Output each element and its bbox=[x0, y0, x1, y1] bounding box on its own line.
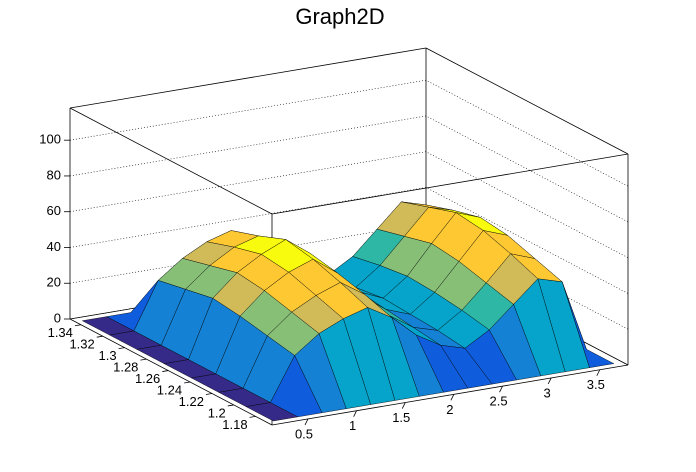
y-tick bbox=[205, 393, 213, 395]
x-tick bbox=[304, 418, 309, 426]
z-tick-label: 100 bbox=[39, 132, 61, 147]
y-tick bbox=[96, 335, 103, 338]
z-tick-label: 0 bbox=[54, 310, 61, 325]
box-edge bbox=[69, 107, 273, 215]
y-tick-label: 1.28 bbox=[113, 360, 138, 375]
box-edge bbox=[69, 47, 427, 109]
y-tick-label: 1.34 bbox=[48, 325, 73, 340]
y-tick bbox=[227, 404, 234, 407]
x-tick-label: 1 bbox=[349, 418, 356, 433]
grid-line bbox=[69, 79, 629, 187]
y-tick bbox=[184, 381, 191, 384]
box-edge bbox=[69, 318, 273, 426]
x-tick-label: 2.5 bbox=[489, 394, 507, 409]
y-tick-label: 1.18 bbox=[222, 417, 247, 432]
surface-cell bbox=[245, 402, 299, 422]
z-tick-label: 80 bbox=[47, 167, 61, 182]
box-edge bbox=[271, 153, 629, 215]
y-tick bbox=[249, 416, 256, 418]
x-tick bbox=[353, 410, 357, 417]
box-edge bbox=[271, 364, 629, 426]
y-tick-label: 1.26 bbox=[135, 371, 160, 386]
y-tick-label: 1.3 bbox=[99, 348, 117, 363]
y-tick-label: 1.24 bbox=[157, 382, 182, 397]
chart-title: Graph2D bbox=[295, 4, 384, 29]
z-tick-label: 20 bbox=[47, 275, 61, 290]
x-tick-label: 3 bbox=[544, 385, 551, 400]
x-tick bbox=[547, 377, 552, 385]
y-tick-label: 1.22 bbox=[179, 394, 204, 409]
grid-line bbox=[69, 151, 629, 258]
y-tick-label: 1.32 bbox=[69, 337, 94, 352]
y-tick bbox=[162, 370, 169, 372]
z-tick-label: 60 bbox=[47, 203, 61, 218]
grid-line bbox=[69, 115, 629, 223]
box-edge bbox=[425, 47, 629, 155]
x-tick bbox=[499, 385, 503, 393]
x-tick bbox=[596, 369, 601, 376]
z-tick-label: 40 bbox=[47, 239, 61, 254]
x-tick-label: 2 bbox=[446, 402, 453, 417]
x-tick bbox=[450, 394, 455, 401]
y-tick bbox=[74, 324, 81, 327]
x-tick-label: 0.5 bbox=[295, 426, 313, 441]
grid-line bbox=[69, 187, 629, 294]
y-tick-label: 1.2 bbox=[208, 405, 226, 420]
y-tick bbox=[140, 358, 147, 361]
y-tick bbox=[118, 347, 125, 350]
x-tick-label: 1.5 bbox=[392, 410, 410, 425]
x-tick-label: 3.5 bbox=[587, 377, 605, 392]
x-tick bbox=[401, 402, 406, 409]
